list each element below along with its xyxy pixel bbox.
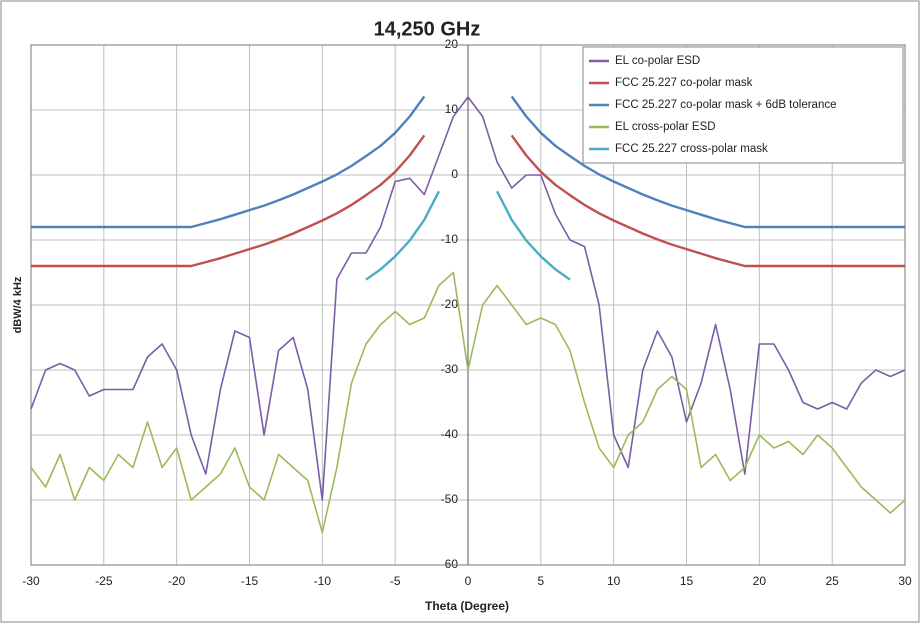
x-tick-label: 5 — [537, 574, 544, 588]
y-tick-label: 0 — [451, 167, 458, 181]
y-tick-label: 20 — [445, 37, 459, 51]
legend-label: FCC 25.227 co-polar mask — [615, 77, 753, 89]
y-tick-label: -40 — [441, 427, 459, 441]
x-tick-label: 25 — [825, 574, 839, 588]
y-tick-label: -30 — [441, 362, 459, 376]
legend-label: EL co-polar ESD — [615, 55, 700, 67]
x-tick-label: 20 — [753, 574, 767, 588]
x-tick-label: 0 — [465, 574, 472, 588]
x-tick-label: -15 — [241, 574, 259, 588]
legend-label: FCC 25.227 cross-polar mask — [615, 143, 768, 155]
y-tick-label: -10 — [441, 232, 459, 246]
plot-border — [30, 44, 906, 566]
legend-label: FCC 25.227 co-polar mask + 6dB tolerance — [615, 99, 837, 111]
chart-title: 14,250 GHz — [374, 18, 481, 40]
y-tick-label: -60 — [441, 557, 459, 571]
x-tick-label: -20 — [168, 574, 186, 588]
series-line — [30, 96, 906, 501]
x-tick-label: -5 — [390, 574, 401, 588]
legend-box — [582, 46, 904, 164]
x-tick-label: 15 — [680, 574, 694, 588]
y-tick-label: 10 — [445, 102, 459, 116]
legend-label: EL cross-polar ESD — [615, 121, 716, 133]
x-axis-label: Theta (Degree) — [425, 599, 509, 613]
series-line — [30, 271, 906, 534]
x-tick-label: -25 — [95, 574, 113, 588]
x-tick-label: 10 — [607, 574, 621, 588]
x-tick-label: -30 — [22, 574, 40, 588]
x-tick-label: -10 — [314, 574, 332, 588]
y-axis-label: dBW/4 kHz — [12, 276, 24, 333]
x-tick-label: 30 — [898, 574, 912, 588]
series-line — [31, 134, 905, 268]
y-tick-label: -50 — [441, 492, 459, 506]
y-tick-label: -20 — [441, 297, 459, 311]
legend: EL co-polar ESD FCC 25.227 co-polar mask F… — [582, 46, 904, 164]
series-line — [365, 190, 571, 281]
series-line — [31, 95, 905, 229]
